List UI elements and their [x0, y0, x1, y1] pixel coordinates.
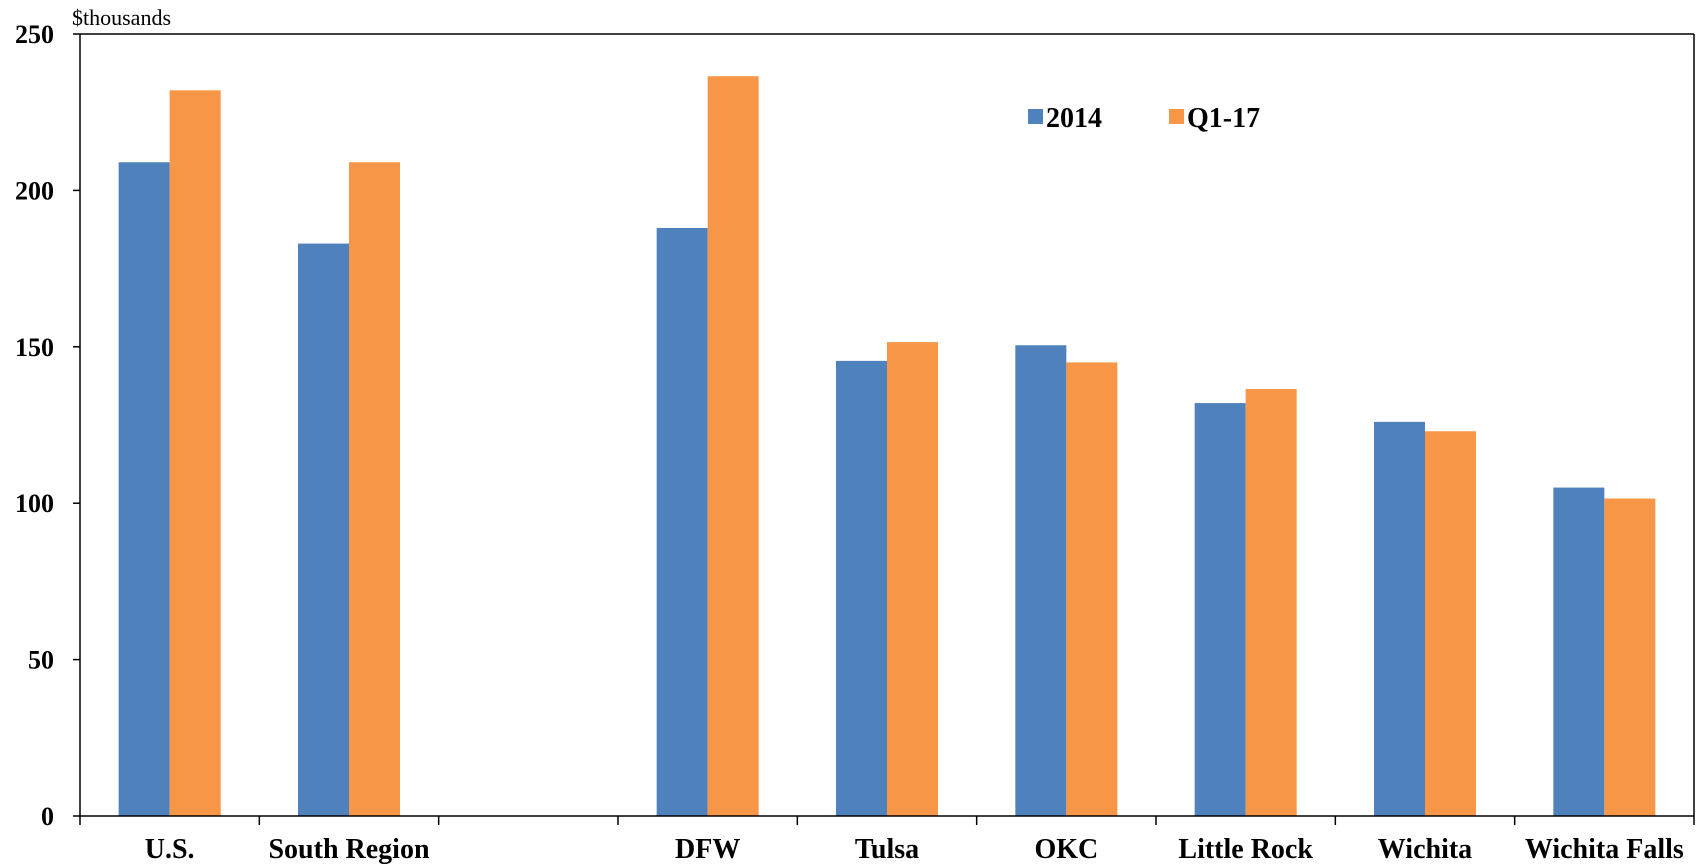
- bar-wichita-q1-17: [1425, 431, 1476, 816]
- legend-label-q1-17: Q1-17: [1187, 103, 1260, 134]
- bar-dfw-2014: [656, 227, 708, 816]
- y-tick-label: 0: [41, 802, 54, 831]
- legend-swatch-q1-17: [1169, 109, 1184, 124]
- x-tick-label-wichita-falls: Wichita Falls: [1525, 834, 1684, 865]
- legend: 2014 Q1-17: [1028, 103, 1260, 134]
- bar-south-region-q1-17: [349, 162, 400, 817]
- bar-wichita-falls-2014: [1553, 487, 1605, 816]
- bar-little-rock-2014: [1194, 403, 1246, 816]
- bar-wichita-falls-q1-17: [1604, 498, 1656, 816]
- bar-wichita-2014: [1374, 421, 1425, 816]
- x-tick-label-tulsa: Tulsa: [855, 834, 919, 865]
- x-tick-label-u-s: U.S.: [145, 834, 195, 865]
- x-tick-label-south-region: South Region: [268, 834, 429, 865]
- legend-label-2014: 2014: [1046, 103, 1102, 134]
- y-tick-label: 150: [15, 333, 54, 362]
- axes-layer: [79, 33, 1695, 817]
- bar-u-s-2014: [118, 162, 170, 817]
- y-tick-label: 50: [28, 646, 54, 675]
- y-tick-label: 200: [15, 176, 54, 205]
- y-ticks-layer: 0 50 100 150 200 250: [15, 20, 80, 831]
- bar-u-s-q1-17: [169, 90, 221, 816]
- x-tick-label-little-rock: Little Rock: [1178, 834, 1313, 865]
- bar-tulsa-2014: [836, 360, 887, 816]
- y-axis-unit-label: $thousands: [72, 5, 171, 30]
- y-tick-label: 250: [15, 20, 54, 49]
- y-tick-label: 100: [15, 489, 54, 518]
- bar-tulsa-q1-17: [887, 342, 938, 816]
- bar-okc-2014: [1015, 345, 1067, 816]
- legend-swatch-2014: [1028, 109, 1043, 124]
- bar-okc-q1-17: [1066, 362, 1118, 816]
- x-tick-label-wichita: Wichita: [1378, 834, 1472, 865]
- bar-little-rock-q1-17: [1245, 389, 1297, 816]
- x-ticks-layer: U.S. South Region DFW Tulsa OKC Little Rock Wi…: [79, 816, 1695, 865]
- bar-south-region-2014: [298, 243, 349, 817]
- x-tick-label-dfw: DFW: [675, 834, 740, 865]
- bar-dfw-q1-17: [707, 76, 759, 816]
- bars-layer: [118, 76, 1656, 817]
- x-tick-label-okc: OKC: [1034, 834, 1098, 865]
